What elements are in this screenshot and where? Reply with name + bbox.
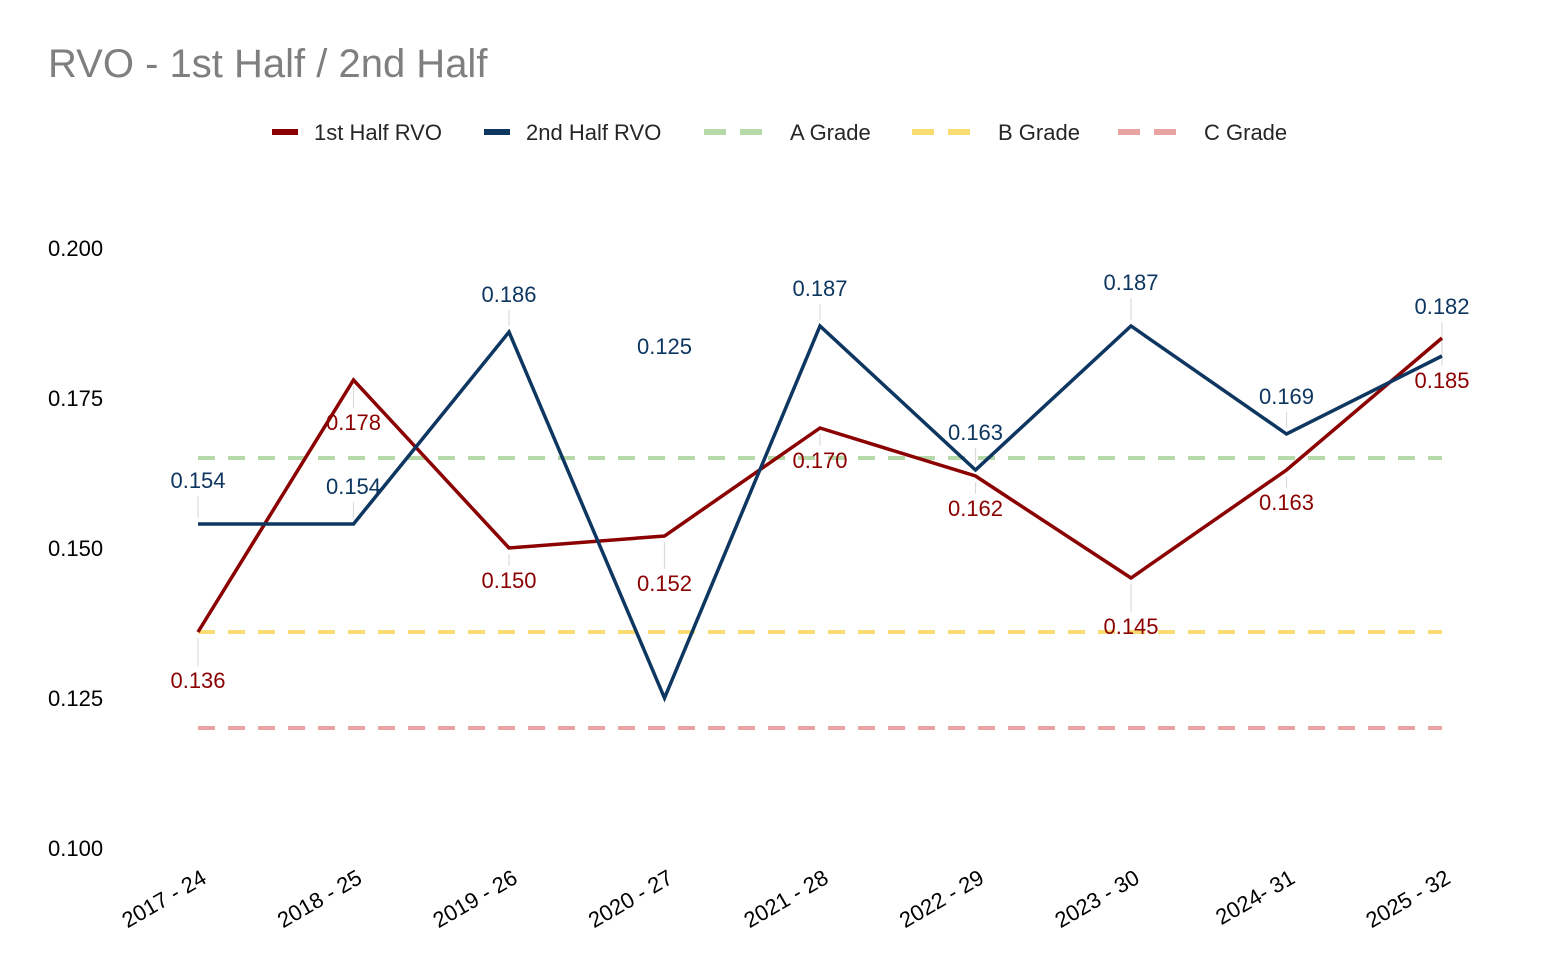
legend-item: 2nd Half RVO: [484, 120, 661, 145]
first-half-data-label: 0.150: [481, 568, 536, 593]
legend-item: A Grade: [704, 120, 871, 145]
series-lines: [196, 323, 1444, 703]
x-tick-label: 2020 - 27: [584, 865, 677, 933]
y-tick-label: 0.175: [48, 386, 103, 411]
x-tick-label: 2025 - 32: [1361, 865, 1454, 933]
x-tick-label: 2022 - 29: [895, 865, 988, 933]
second-half-data-label: 0.187: [1103, 270, 1158, 295]
y-axis: 0.100 0.125 0.150 0.175 0.200: [48, 236, 103, 861]
x-axis: 2017 - 24 2018 - 25 2019 - 26 2020 - 27 2021…: [117, 865, 1454, 933]
second-half-data-label: 0.154: [170, 468, 225, 493]
first-half-data-label: 0.136: [170, 668, 225, 693]
second-half-data-label: 0.169: [1259, 384, 1314, 409]
first-half-data-label: 0.178: [326, 410, 381, 435]
legend-item: 1st Half RVO: [272, 120, 442, 145]
legend-label: C Grade: [1204, 120, 1287, 145]
legend-label: 1st Half RVO: [314, 120, 442, 145]
y-tick-label: 0.150: [48, 536, 103, 561]
second-half-rvo-line: [198, 323, 1443, 703]
label-leader-lines: [197, 298, 1443, 666]
second-half-data-label: 0.186: [481, 282, 536, 307]
reference-lines: [198, 456, 1442, 730]
second-half-data-label: 0.182: [1414, 294, 1469, 319]
second-half-data-label: 0.125: [637, 334, 692, 359]
x-tick-label: 2018 - 25: [273, 865, 366, 933]
legend-item: B Grade: [912, 120, 1080, 145]
first-half-data-label: 0.170: [792, 448, 847, 473]
first-half-rvo-line: [196, 336, 1444, 633]
first-half-data-label: 0.163: [1259, 490, 1314, 515]
x-tick-label: 2024- 31: [1211, 865, 1299, 930]
data-labels: 0.136 0.154 0.178 0.154 0.150 0.186 0.152 0.125…: [170, 270, 1469, 693]
legend-label: B Grade: [998, 120, 1080, 145]
second-half-data-label: 0.154: [326, 474, 381, 499]
first-half-data-label: 0.145: [1103, 614, 1158, 639]
y-tick-label: 0.100: [48, 836, 103, 861]
second-half-data-label: 0.187: [792, 276, 847, 301]
legend-label: 2nd Half RVO: [526, 120, 661, 145]
first-half-data-label: 0.185: [1414, 368, 1469, 393]
y-tick-label: 0.200: [48, 236, 103, 261]
second-half-data-label: 0.163: [948, 420, 1003, 445]
first-half-data-label: 0.152: [637, 571, 692, 596]
x-tick-label: 2021 - 28: [739, 865, 832, 933]
legend-label: A Grade: [790, 120, 871, 145]
y-tick-label: 0.125: [48, 686, 103, 711]
x-tick-label: 2023 - 30: [1050, 865, 1143, 933]
legend-item: C Grade: [1118, 120, 1287, 145]
first-half-data-label: 0.162: [948, 496, 1003, 521]
x-tick-label: 2017 - 24: [117, 865, 210, 933]
x-tick-label: 2019 - 26: [428, 865, 521, 933]
legend: 1st Half RVO 2nd Half RVO A Grade B Grade C …: [272, 120, 1287, 145]
chart-title: RVO - 1st Half / 2nd Half: [48, 42, 488, 86]
